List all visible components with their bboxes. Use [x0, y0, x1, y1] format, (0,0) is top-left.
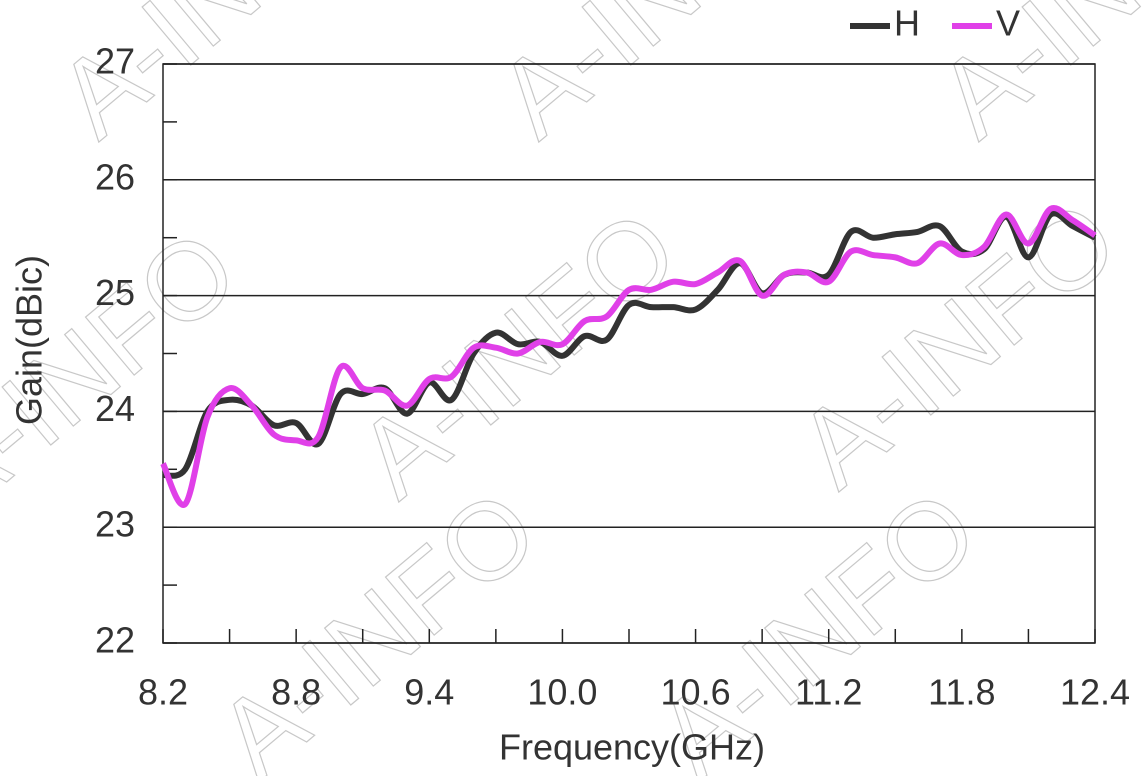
- legend-label: V: [996, 3, 1020, 44]
- plot-frame: [162, 63, 1096, 644]
- watermark: A-INFO: [915, 0, 1142, 161]
- data-line: [162, 210, 1097, 479]
- x-tick-label: 9.4: [404, 672, 454, 713]
- x-tick-label: 11.8: [928, 672, 995, 713]
- y-tick-label: 22: [95, 620, 135, 661]
- legend-label: H: [894, 3, 920, 44]
- watermark: A-INFO: [475, 0, 840, 161]
- x-axis-label: Frequency(GHz): [499, 727, 765, 768]
- x-tick-label: 8.2: [138, 672, 188, 713]
- y-axis-label: Gain(dBic): [9, 255, 50, 425]
- y-tick-label: 27: [95, 41, 135, 82]
- watermark: A-INFO: [35, 0, 400, 161]
- y-tick-label: 24: [95, 388, 135, 429]
- x-tick-label: 11.2: [795, 672, 862, 713]
- x-tick-label: 12.4: [1060, 672, 1130, 713]
- y-tick-label: 26: [95, 156, 135, 197]
- x-tick-label: 8.8: [271, 672, 321, 713]
- x-tick-label: 10.6: [661, 672, 731, 713]
- data-line: [160, 204, 1097, 508]
- y-tick-label: 25: [95, 272, 135, 313]
- y-tick-label: 23: [95, 504, 135, 545]
- x-tick-label: 10.0: [527, 672, 597, 713]
